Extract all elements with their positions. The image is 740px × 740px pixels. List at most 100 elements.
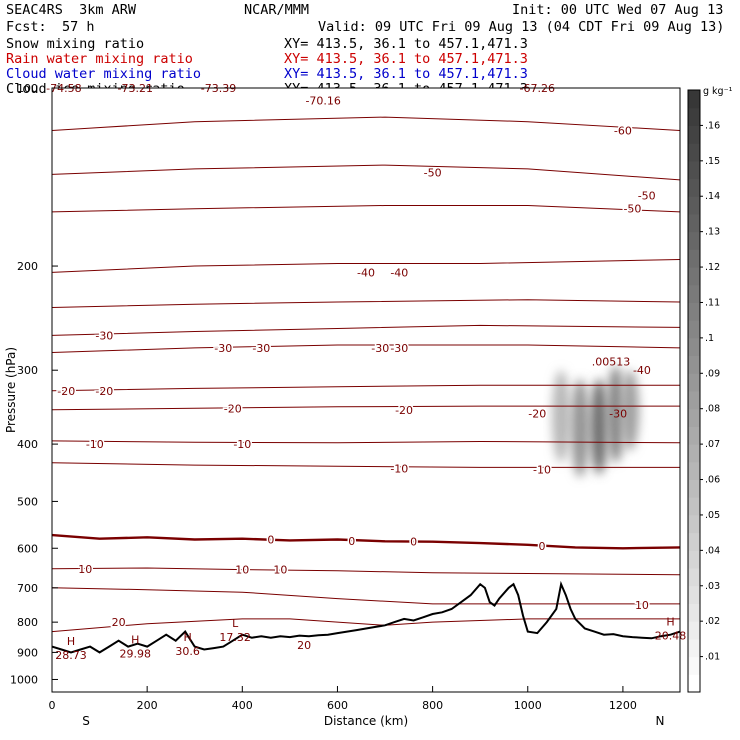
x-tick-label-2: 400 bbox=[232, 699, 253, 712]
colorbar-segment-22 bbox=[688, 284, 700, 303]
colorbar-segment-12 bbox=[688, 461, 700, 481]
y-tick-label-8: 900 bbox=[17, 646, 38, 659]
isotherm-label-12-0: 10 bbox=[78, 563, 92, 576]
colorbar-segment-33 bbox=[688, 90, 700, 109]
fcst-label: Fcst: bbox=[6, 19, 47, 35]
isotherm-label-7-0: -20 bbox=[57, 385, 75, 398]
colorbar-segment-29 bbox=[688, 160, 700, 180]
colorbar-segment-7 bbox=[688, 550, 700, 569]
field-rain-xy: XY= 413.5, 36.1 to 457.1,471.3 bbox=[284, 51, 528, 67]
colorbar-tick-label-13: .14 bbox=[705, 191, 720, 202]
colorbar-segment-24 bbox=[688, 249, 700, 268]
colorbar-segment-13 bbox=[688, 444, 700, 463]
colorbar-segment-26 bbox=[688, 213, 700, 233]
y-tick-label-0: 100 bbox=[17, 82, 38, 95]
colorbar-tick-label-10: .11 bbox=[705, 297, 720, 308]
colorbar-tick-label-1: .02 bbox=[705, 616, 720, 627]
colorbar-segment-28 bbox=[688, 178, 700, 197]
colorbar-segment-23 bbox=[688, 267, 700, 286]
colorbar-segment-30 bbox=[688, 143, 700, 162]
colorbar-tick-label-4: .05 bbox=[705, 510, 720, 521]
colorbar-units: g kg⁻¹ bbox=[703, 86, 733, 97]
isotherm-label-10-1: -10 bbox=[533, 464, 551, 477]
isotherm-label-6-0: -30 bbox=[214, 342, 232, 355]
terrain-marker-2: H bbox=[183, 631, 191, 644]
precip-shade-4 bbox=[621, 370, 640, 451]
field-rain-name: Rain water mixing ratio bbox=[6, 51, 193, 67]
colorbar-segment-15 bbox=[688, 408, 700, 427]
y-tick-label-4: 500 bbox=[17, 495, 38, 508]
isotherm--10-9 bbox=[52, 440, 680, 444]
isotherm--50-2 bbox=[52, 205, 680, 213]
isotherm-label-10-0: -10 bbox=[390, 463, 408, 476]
isotherm-label-2-0: -50 bbox=[623, 203, 641, 216]
isotherm--30-5 bbox=[52, 324, 680, 336]
colorbar-segment-10 bbox=[688, 497, 700, 516]
isotherm--20-7 bbox=[52, 384, 680, 392]
fcst-value: 57 h bbox=[62, 19, 95, 35]
colorbar-tick-label-14: .15 bbox=[705, 156, 720, 167]
colorbar-tick-label-12: .13 bbox=[705, 227, 720, 238]
colorbar-segment-9 bbox=[688, 514, 700, 534]
colorbar-segment-25 bbox=[688, 231, 700, 250]
isotherm-label-8-0: -20 bbox=[224, 402, 242, 415]
colorbar-frame bbox=[687, 89, 701, 693]
terrain-marker-3: L bbox=[232, 617, 239, 630]
isotherm-label-9-1: -10 bbox=[233, 438, 251, 451]
isotherm-label-6-2: -30 bbox=[371, 342, 389, 355]
colorbar-tick-label-7: .08 bbox=[705, 404, 720, 415]
x-tick-label-1: 200 bbox=[137, 699, 158, 712]
isotherm-label-5-0: -30 bbox=[95, 329, 113, 342]
colorbar-segment-20 bbox=[688, 320, 700, 339]
y-tick-label-1: 200 bbox=[17, 260, 38, 273]
isotherm-label-7-1: -20 bbox=[95, 385, 113, 398]
isotherm-label-8-2: -20 bbox=[528, 407, 546, 420]
model-title: SEAC4RS 3km ARW bbox=[6, 2, 137, 18]
field-snow-xy: XY= 413.5, 36.1 to 457.1,471.3 bbox=[284, 36, 528, 52]
terrain-line bbox=[52, 580, 680, 654]
isotherm-label-8-1: -20 bbox=[395, 404, 413, 417]
init-time: Init: 00 UTC Wed 07 Aug 13 bbox=[512, 2, 724, 18]
isotherm-label-12-2: 10 bbox=[273, 564, 287, 577]
field-snow-name: Snow mixing ratio bbox=[6, 36, 145, 52]
isotherm-label-0-0: -60 bbox=[614, 125, 632, 138]
precip-shade-2 bbox=[590, 378, 609, 475]
isotherm-label-1-1: -50 bbox=[638, 190, 656, 203]
x-axis-title: Distance (km) bbox=[324, 714, 408, 728]
plot-frame bbox=[51, 87, 681, 693]
colorbar-segment-19 bbox=[688, 337, 700, 357]
terrain-marker-1: H bbox=[131, 634, 139, 647]
isotherm-label-6-1: -30 bbox=[252, 342, 270, 355]
terrain-value-2: 30.6 bbox=[175, 645, 200, 658]
x-tick-label-3: 600 bbox=[327, 699, 348, 712]
x-tick-label-6: 1200 bbox=[609, 699, 637, 712]
valid-time: Valid: 09 UTC Fri 09 Aug 13 (04 CDT Fri … bbox=[318, 19, 725, 35]
isotherm-label-14-0: 20 bbox=[112, 616, 126, 629]
isotherm--10-10 bbox=[52, 462, 680, 468]
field-cloudwater-xy: XY= 413.5, 36.1 to 457.1,471.3 bbox=[284, 66, 528, 82]
isotherm-label-6-3: -30 bbox=[390, 342, 408, 355]
colorbar-segment-21 bbox=[688, 302, 700, 321]
colorbar-tick-label-0: .01 bbox=[705, 652, 720, 663]
y-axis-title: Pressure (hPa) bbox=[4, 347, 18, 433]
precip-shade-1 bbox=[571, 378, 590, 478]
y-tick-label-5: 600 bbox=[17, 542, 38, 555]
colorbar-segment-27 bbox=[688, 196, 700, 215]
colorbar-segment-0 bbox=[688, 674, 700, 693]
x-end-label-south: S bbox=[82, 714, 90, 728]
y-tick-label-2: 300 bbox=[17, 364, 38, 377]
colorbar-tick-label-9: .1 bbox=[705, 333, 714, 344]
isotherm-label-11-0: 0 bbox=[267, 534, 274, 547]
isotherm-label-12-1: 10 bbox=[235, 564, 249, 577]
isotherm-20-14 bbox=[52, 618, 680, 633]
isotherm-0-11 bbox=[52, 533, 680, 550]
contour-extra-label-5: .00513 bbox=[592, 355, 631, 368]
colorbar-tick-label-6: .07 bbox=[705, 439, 720, 450]
isotherm--30-6 bbox=[52, 344, 680, 353]
isotherm-label-3-0: -40 bbox=[357, 266, 375, 279]
y-tick-label-7: 800 bbox=[17, 616, 38, 629]
isotherm--40-4 bbox=[52, 299, 680, 308]
terrain-value-4: 20.48 bbox=[655, 630, 687, 643]
isotherm-10-12 bbox=[52, 567, 680, 576]
isotherm-label-3-1: -40 bbox=[390, 266, 408, 279]
